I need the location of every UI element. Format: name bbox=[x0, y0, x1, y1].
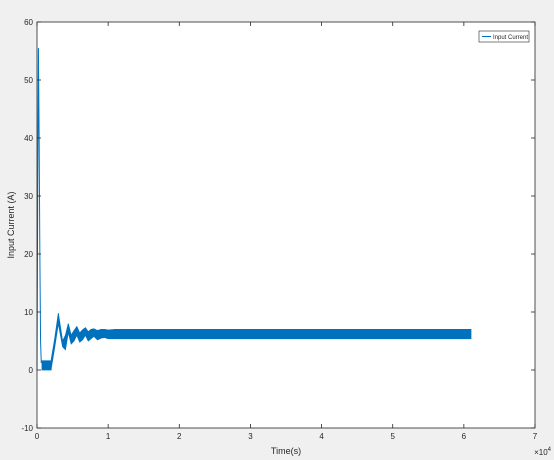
plot-area bbox=[37, 22, 535, 428]
y-tick-label: -10 bbox=[21, 424, 33, 433]
y-tick-label: 40 bbox=[24, 134, 33, 143]
y-tick-label: 30 bbox=[24, 192, 33, 201]
legend[interactable]: Input Current bbox=[478, 30, 530, 43]
y-tick-label: 0 bbox=[29, 366, 34, 375]
legend-entry-label: Input Current bbox=[493, 35, 528, 41]
y-tick-label: 20 bbox=[24, 250, 33, 259]
y-tick-label: 10 bbox=[24, 308, 33, 317]
series-input-current-band bbox=[41, 313, 472, 371]
x-axis-exponent-base: ×10 bbox=[534, 448, 548, 457]
x-axis-exponent-power: 4 bbox=[548, 447, 552, 453]
x-tick-label: 2 bbox=[177, 432, 182, 441]
x-tick-label: 4 bbox=[319, 432, 324, 441]
x-axis-exponent: ×104 bbox=[534, 447, 552, 457]
x-tick-label: 1 bbox=[106, 432, 111, 441]
y-tick-label: 50 bbox=[24, 76, 33, 85]
x-axis-label: Time(s) bbox=[271, 446, 301, 456]
x-tick-label: 7 bbox=[533, 432, 538, 441]
x-tick-label: 5 bbox=[390, 432, 395, 441]
x-tick-label: 3 bbox=[248, 432, 253, 441]
x-tick-label: 6 bbox=[462, 432, 467, 441]
y-tick-label: 60 bbox=[24, 18, 33, 27]
y-axis-label: Input Current (A) bbox=[6, 191, 16, 258]
x-tick-label: 0 bbox=[35, 432, 40, 441]
legend-box bbox=[478, 30, 530, 43]
plot-frame bbox=[36, 21, 536, 429]
